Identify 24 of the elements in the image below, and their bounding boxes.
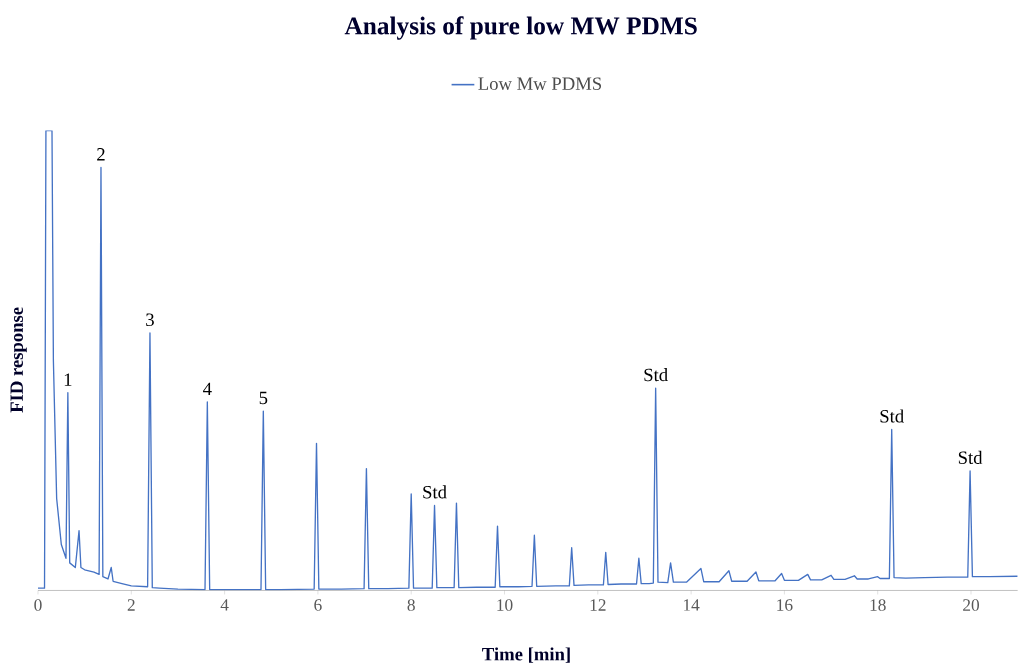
x-tick-label: 18 [870, 599, 886, 611]
chart-title: Analysis of pure low MW PDMS [344, 16, 697, 40]
annotation: Std [644, 368, 668, 382]
x-tick-label: 14 [683, 599, 700, 611]
annotation: 5 [259, 391, 268, 405]
x-tick-label: 10 [497, 599, 513, 611]
annotation: 1 [64, 373, 72, 386]
annotation: Std [958, 450, 983, 464]
x-tick-label: 12 [590, 599, 606, 611]
x-tick-label: 0 [34, 599, 42, 611]
annotation: 3 [146, 313, 154, 326]
annotation: 4 [203, 382, 212, 395]
x-tick-label: 4 [220, 599, 229, 611]
y-axis-title: FID response [10, 307, 27, 413]
x-tick-label: 6 [314, 599, 322, 611]
x-tick-label: 16 [777, 599, 793, 611]
x-axis-title: Time [min] [482, 647, 570, 663]
x-tick-label: 2 [127, 599, 135, 611]
legend-label: Low Mw PDMS [478, 77, 602, 90]
annotation: Std [423, 485, 447, 499]
annotation: 2 [97, 148, 105, 161]
annotation: Std [880, 409, 904, 423]
x-tick-label: 8 [407, 599, 415, 611]
x-tick-label: 20 [963, 599, 980, 611]
